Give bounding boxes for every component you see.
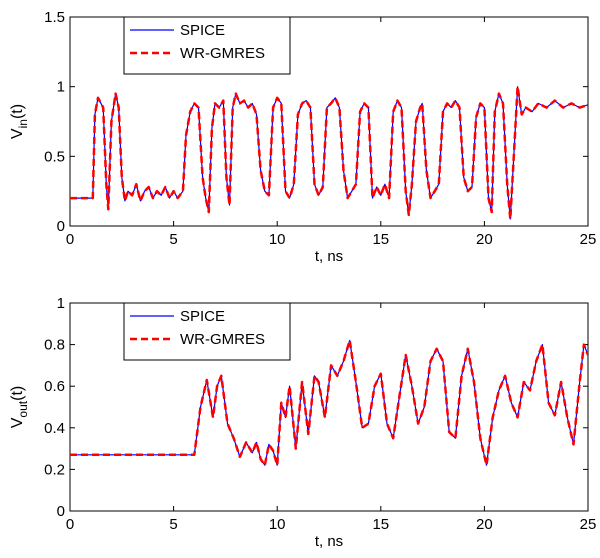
bottom-chart: 0 5 10 15 20 25 0 0.2 0.4 0.6 0.8 1 t, ns Vout(t) SPIC… [9,295,596,550]
top-y-axis-label: Vin(t) [9,104,30,139]
top-series-group [70,85,588,221]
bottom-y-axis-label-tail: (t) [9,386,26,401]
top-xtick-label: 0 [66,231,74,248]
top-xtick-label: 10 [269,231,286,248]
top-legend-label: SPICE [180,22,225,39]
bottom-xtick-label: 5 [169,516,177,533]
top-y-axis-label-sub: in [16,119,30,128]
bottom-series-line-wr-gmres [70,339,588,467]
bottom-xtick-label: 10 [269,516,286,533]
top-chart: 0 5 10 15 20 25 0 0.5 1 1.5 t, ns Vin(t) SPICE WR-GMR… [9,9,596,265]
bottom-ytick-label: 1 [57,295,65,312]
bottom-x-axis-label: t, ns [315,533,343,550]
top-series-line-wr-gmres [70,85,588,221]
bottom-xtick-label: 0 [66,516,74,533]
bottom-ytick-label: 0.4 [44,420,65,437]
bottom-legend-label: WR-GMRES [180,331,265,348]
top-ytick-label: 0.5 [44,148,65,165]
top-xtick-label: 20 [476,231,493,248]
top-x-axis-label: t, ns [315,248,343,265]
top-xtick-label: 5 [169,231,177,248]
bottom-xtick-label: 15 [372,516,389,533]
bottom-ytick-label: 0.6 [44,378,65,395]
top-legend-label: WR-GMRES [180,45,265,62]
bottom-legend-box [123,302,291,361]
top-ytick-label: 0 [57,218,65,235]
bottom-series-group [70,339,588,467]
top-xtick-label: 15 [372,231,389,248]
top-y-axis-label-tail: (t) [9,104,26,119]
bottom-ytick-label: 0.8 [44,337,65,354]
bottom-y-axis-label-sub: out [16,400,30,417]
bottom-xtick-label: 20 [476,516,493,533]
top-ytick-label: 1.5 [44,9,65,26]
bottom-ytick-label: 0 [57,503,65,520]
bottom-legend-label: SPICE [180,308,225,325]
top-xtick-label: 25 [580,231,597,248]
bottom-y-axis-label-main: V [9,417,26,428]
top-ytick-label: 1 [57,79,65,96]
bottom-ytick-label: 0.2 [44,461,65,478]
top-y-axis-label-main: V [9,128,26,139]
bottom-y-axis-label: Vout(t) [9,386,30,428]
top-legend-box [123,16,291,75]
bottom-xtick-label: 25 [580,516,597,533]
